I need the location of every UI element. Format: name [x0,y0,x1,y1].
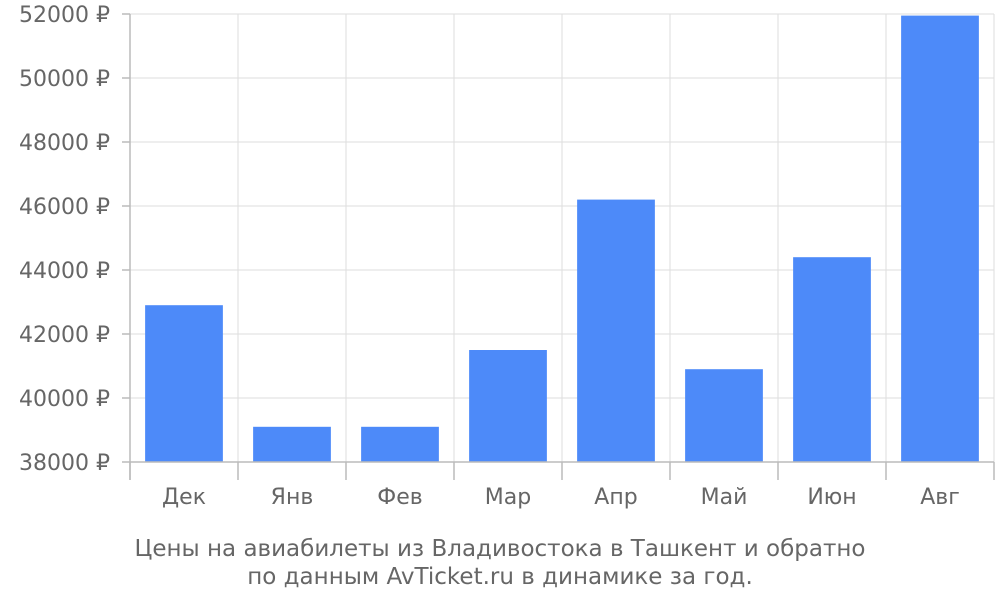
bar-7 [793,257,871,462]
y-tick-label: 42000 ₽ [19,323,110,348]
y-tick-label: 38000 ₽ [19,451,110,476]
bar-1 [145,305,223,462]
x-tick-label: Июн [807,485,856,510]
y-tick-label: 52000 ₽ [19,3,110,28]
y-tick-labels: 38000 ₽ 40000 ₽ 42000 ₽ 44000 ₽ 46000 ₽ 48000… [19,3,110,476]
chart-caption-line-1: Цены на авиабилеты из Владивостока в Таш… [134,536,865,562]
bars-layer [145,15,979,462]
bar-6 [685,369,763,462]
y-tick-label: 50000 ₽ [19,67,110,92]
x-tick-label: Янв [271,485,314,510]
bar-5 [577,199,655,462]
y-tick-label: 48000 ₽ [19,131,110,156]
x-tick-label: Дек [162,485,206,510]
chart-caption-line-2: по данным AvTicket.ru в динамике за год. [247,564,753,590]
y-tick-label: 44000 ₽ [19,259,110,284]
bar-8 [901,15,979,462]
grid-layer [129,13,995,463]
bar-2 [253,426,331,462]
axis-layer [122,13,995,480]
bar-3 [361,426,439,462]
y-tick-label: 40000 ₽ [19,387,110,412]
x-tick-label: Фев [377,485,422,510]
x-tick-label: Май [701,485,748,510]
x-tick-label: Апр [594,485,637,510]
y-tick-label: 46000 ₽ [19,195,110,220]
x-tick-labels: Дек Янв Фев Мар Апр Май Июн Авг [162,485,960,510]
bar-4 [469,350,547,462]
x-tick-label: Мар [485,485,531,510]
x-tick-label: Авг [920,485,960,510]
